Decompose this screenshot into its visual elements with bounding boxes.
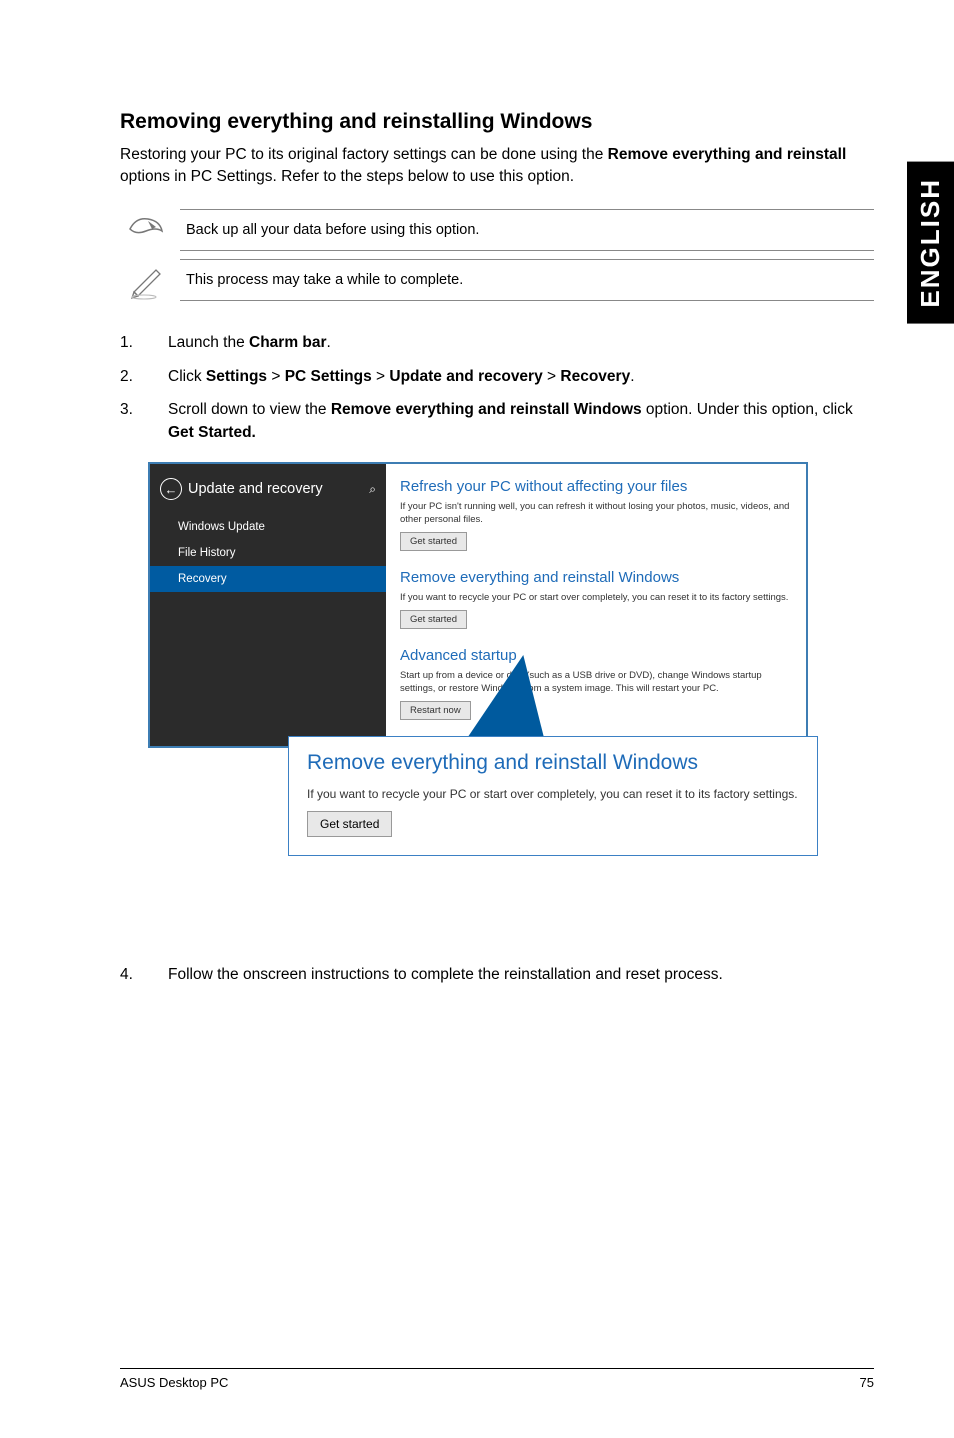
step-text: Launch the Charm bar.	[168, 331, 874, 354]
settings-content: Refresh your PC without affecting your f…	[386, 464, 806, 746]
t: .	[327, 334, 331, 351]
back-icon[interactable]: ←	[160, 478, 182, 500]
section-h: Remove everything and reinstall Windows	[400, 569, 792, 586]
step-text: Follow the onscreen instructions to comp…	[168, 966, 723, 984]
settings-window: ← Update and recovery ⌕ Windows Update F…	[148, 462, 808, 748]
step-text: Scroll down to view the Remove everythin…	[168, 398, 874, 445]
callout-box: Remove everything and reinstall Windows …	[288, 736, 818, 856]
get-started-button[interactable]: Get started	[307, 811, 392, 837]
note-text: Back up all your data before using this …	[180, 209, 874, 251]
step-num: 1.	[120, 331, 168, 354]
t: PC Settings	[285, 368, 372, 385]
step-3: 3. Scroll down to view the Remove everyt…	[120, 398, 874, 445]
get-started-button[interactable]: Get started	[400, 532, 467, 551]
t: Click	[168, 368, 206, 385]
section-heading: Removing everything and reinstalling Win…	[120, 110, 874, 134]
step-text: Click Settings > PC Settings > Update an…	[168, 365, 874, 388]
step-num: 3.	[120, 398, 168, 445]
note-time: This process may take a while to complet…	[120, 259, 874, 301]
footer-left: ASUS Desktop PC	[120, 1375, 228, 1390]
t: Update and recovery	[389, 368, 542, 385]
t: Get Started.	[168, 424, 256, 441]
restart-now-button[interactable]: Restart now	[400, 701, 471, 720]
sidebar-item-recovery[interactable]: Recovery	[150, 566, 386, 592]
section-p: Start up from a device or disc (such as …	[400, 670, 792, 695]
page-content: Removing everything and reinstalling Win…	[0, 0, 954, 1024]
intro-a: Restoring your PC to its original factor…	[120, 146, 608, 163]
page-footer: ASUS Desktop PC 75	[120, 1368, 874, 1390]
intro-paragraph: Restoring your PC to its original factor…	[120, 144, 874, 187]
pencil-icon	[120, 260, 174, 300]
step-2: 2. Click Settings > PC Settings > Update…	[120, 365, 874, 388]
callout-heading: Remove everything and reinstall Windows	[307, 751, 799, 775]
section-p: If your PC isn't running well, you can r…	[400, 501, 792, 526]
settings-sidebar: ← Update and recovery ⌕ Windows Update F…	[150, 464, 386, 746]
t: Settings	[206, 368, 267, 385]
section-p: If you want to recycle your PC or start …	[400, 592, 792, 604]
t: .	[630, 368, 634, 385]
t: Scroll down to view the	[168, 401, 331, 418]
get-started-button[interactable]: Get started	[400, 610, 467, 629]
section-h: Refresh your PC without affecting your f…	[400, 478, 792, 495]
note-icon	[120, 213, 174, 247]
intro-b: Remove everything and reinstall	[608, 146, 847, 163]
footer-page-number: 75	[860, 1375, 874, 1390]
note-backup: Back up all your data before using this …	[120, 209, 874, 251]
step-num: 2.	[120, 365, 168, 388]
step-num: 4.	[120, 966, 168, 984]
sidebar-title: Update and recovery	[188, 481, 369, 497]
t: option. Under this option, click	[642, 401, 853, 418]
t: Launch the	[168, 334, 249, 351]
callout-text: If you want to recycle your PC or start …	[307, 787, 799, 801]
steps-list: 1. Launch the Charm bar. 2. Click Settin…	[120, 331, 874, 444]
t: Charm bar	[249, 334, 327, 351]
t: Remove everything and reinstall Windows	[331, 401, 642, 418]
section-h: Advanced startup	[400, 647, 792, 664]
step-4: 4. Follow the onscreen instructions to c…	[120, 966, 874, 984]
intro-c: options in PC Settings. Refer to the ste…	[120, 168, 574, 185]
step-1: 1. Launch the Charm bar.	[120, 331, 874, 354]
search-icon[interactable]: ⌕	[369, 482, 376, 497]
note-text: This process may take a while to complet…	[180, 259, 874, 301]
sidebar-item-file-history[interactable]: File History	[150, 540, 386, 566]
t: Recovery	[560, 368, 630, 385]
sidebar-header: ← Update and recovery ⌕	[150, 474, 386, 514]
screenshot-figure: ← Update and recovery ⌕ Windows Update F…	[148, 462, 874, 856]
sidebar-item-windows-update[interactable]: Windows Update	[150, 514, 386, 540]
